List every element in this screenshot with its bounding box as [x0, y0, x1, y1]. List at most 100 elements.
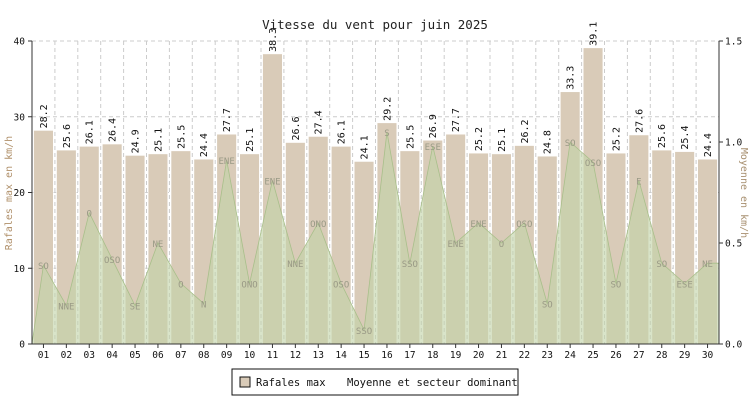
x-tick-label-29: 29: [679, 350, 691, 361]
sector-label-12: NNE: [287, 260, 303, 270]
x-tick-label-23: 23: [542, 350, 553, 361]
x-tick-label-19: 19: [450, 350, 462, 361]
x-tick-label-06: 06: [152, 350, 164, 361]
value-label-05: 24.9: [131, 129, 142, 153]
x-tick-label-22: 22: [519, 350, 530, 361]
x-tick-label-28: 28: [656, 350, 668, 361]
value-label-01: 28.2: [39, 104, 50, 128]
value-label-23: 24.8: [543, 130, 554, 154]
sector-label-01: SO: [38, 262, 49, 272]
sector-label-07: O: [178, 280, 183, 290]
sector-label-10: ONO: [241, 280, 257, 290]
value-label-02: 25.6: [62, 124, 73, 148]
x-tick-label-26: 26: [610, 350, 622, 361]
value-label-25: 39.1: [589, 22, 600, 46]
y-tick-label-left-20: 20: [14, 188, 26, 199]
y-tick-label-right-0.5: 0.5: [725, 239, 742, 250]
x-tick-label-27: 27: [633, 350, 644, 361]
sector-label-13: ONO: [310, 220, 326, 230]
value-label-04: 26.4: [108, 118, 119, 142]
x-tick-label-14: 14: [335, 350, 347, 361]
x-tick-label-03: 03: [84, 350, 95, 361]
value-label-27: 27.6: [634, 109, 645, 133]
legend-label-moyenne: Moyenne et secteur dominant: [347, 377, 518, 389]
value-label-19: 27.7: [451, 108, 462, 132]
sector-label-02: NNE: [58, 303, 74, 313]
value-label-26: 25.2: [611, 127, 622, 151]
x-tick-label-17: 17: [404, 350, 415, 361]
y-tick-label-left-30: 30: [14, 112, 26, 123]
chart-title: Vitesse du vent pour juin 2025: [262, 17, 488, 32]
x-tick-label-18: 18: [427, 350, 439, 361]
x-tick-label-02: 02: [61, 350, 72, 361]
x-tick-label-04: 04: [106, 350, 118, 361]
sector-label-30: NE: [702, 260, 713, 270]
legend-swatch-rafales: [239, 376, 251, 388]
sector-label-29: ESE: [677, 280, 693, 290]
sector-label-08: N: [201, 301, 206, 311]
x-tick-label-30: 30: [702, 350, 714, 361]
x-tick-label-20: 20: [473, 350, 485, 361]
value-label-15: 24.1: [360, 135, 371, 159]
area-layer: [31, 131, 720, 345]
legend-box: [231, 368, 519, 396]
x-tick-label-24: 24: [564, 350, 576, 361]
x-tick-label-10: 10: [244, 350, 256, 361]
x-tick-label-13: 13: [313, 350, 324, 361]
x-tick-label-05: 05: [129, 350, 140, 361]
sector-label-03: O: [87, 210, 92, 220]
sector-label-25: OSO: [585, 159, 601, 169]
value-label-30: 24.4: [703, 133, 714, 157]
sector-label-04: OSO: [104, 256, 120, 266]
value-label-11: 38.3: [268, 28, 279, 52]
sector-label-15: SSO: [356, 327, 372, 337]
x-tick-label-01: 01: [38, 350, 50, 361]
y-tick-label-left-40: 40: [14, 37, 26, 48]
value-label-08: 24.4: [199, 133, 210, 157]
value-label-17: 25.5: [405, 125, 416, 149]
value-label-20: 25.2: [474, 127, 485, 151]
value-label-24: 33.3: [566, 66, 577, 90]
sector-label-21: O: [499, 240, 504, 250]
value-label-28: 25.6: [657, 124, 668, 148]
value-label-16: 29.2: [382, 97, 393, 121]
sector-label-23: SO: [542, 301, 553, 311]
area-moyenne: [31, 131, 720, 345]
value-label-18: 26.9: [428, 114, 439, 138]
legend: Rafales max Moyenne et secteur dominant: [231, 368, 519, 396]
value-label-07: 25.5: [176, 125, 187, 149]
sector-label-11: ENE: [264, 177, 280, 187]
x-tick-label-11: 11: [267, 350, 279, 361]
sector-label-18: ESE: [425, 143, 441, 153]
y-tick-label-right-0.0: 0.0: [725, 340, 742, 351]
value-label-22: 26.2: [520, 119, 531, 143]
sector-label-26: SO: [611, 280, 622, 290]
sector-label-20: ENE: [470, 220, 486, 230]
value-label-12: 26.6: [291, 116, 302, 140]
sector-label-16: S: [384, 129, 389, 139]
value-label-21: 25.1: [497, 128, 508, 152]
sector-label-09: ENE: [219, 157, 235, 167]
sector-label-17: SSO: [402, 260, 418, 270]
value-label-14: 26.1: [337, 120, 348, 144]
sector-label-22: OSO: [516, 220, 532, 230]
sector-label-06: NE: [153, 240, 164, 250]
legend-label-rafales: Rafales max: [256, 377, 326, 389]
sector-label-24: SO: [565, 139, 576, 149]
value-label-06: 25.1: [153, 128, 164, 152]
x-tick-label-09: 09: [221, 350, 233, 361]
value-label-13: 27.4: [314, 110, 325, 134]
axes-layer: 0 10 20 30 40 0.0 0.5 1.0 1.5 01 02 03 04 05 06 07 08 09 1…: [14, 37, 743, 362]
x-tick-label-12: 12: [290, 350, 301, 361]
value-label-03: 26.1: [85, 120, 96, 144]
sector-label-14: OSO: [333, 280, 349, 290]
x-tick-label-25: 25: [587, 350, 598, 361]
y-axis-label-left: Rafales max en km/h: [4, 136, 15, 250]
y-tick-label-right-1.5: 1.5: [725, 37, 742, 48]
sector-label-27: E: [636, 177, 641, 187]
x-tick-label-16: 16: [381, 350, 393, 361]
sector-label-19: ENE: [448, 240, 464, 250]
x-tick-label-08: 08: [198, 350, 210, 361]
